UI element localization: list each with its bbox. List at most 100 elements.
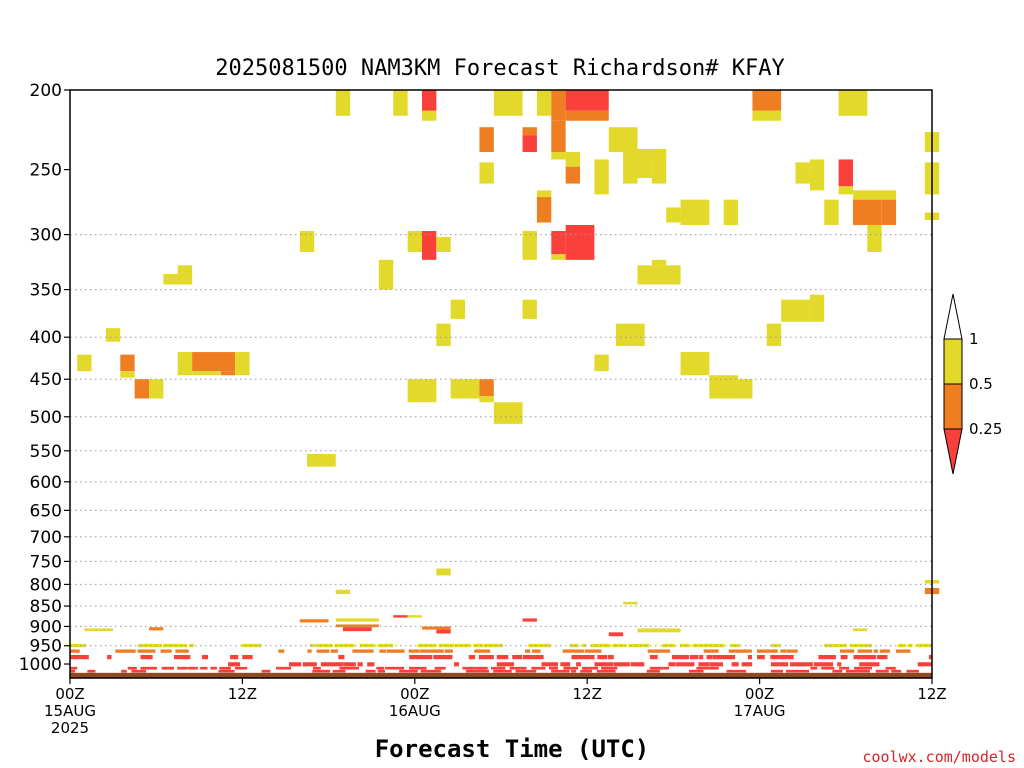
heatmap-cell bbox=[594, 662, 614, 667]
heatmap-cell bbox=[420, 649, 444, 653]
heatmap-cell bbox=[663, 666, 670, 670]
heatmap-cell bbox=[241, 643, 262, 648]
heatmap-cell bbox=[474, 649, 491, 653]
heatmap-cell bbox=[630, 662, 645, 667]
heatmap-cell bbox=[288, 662, 302, 667]
heatmap-cell bbox=[493, 90, 523, 116]
heatmap-cell bbox=[580, 669, 593, 673]
y-tick-label: 250 bbox=[30, 161, 62, 181]
heatmap-cell bbox=[608, 127, 638, 153]
heatmap-cell bbox=[228, 662, 241, 667]
heatmap-cell bbox=[786, 649, 798, 653]
heatmap-cell bbox=[838, 186, 853, 195]
heatmap-cell bbox=[407, 615, 422, 618]
heatmap-cell bbox=[312, 669, 331, 673]
heatmap-cell bbox=[230, 654, 239, 660]
heatmap-cell bbox=[137, 643, 162, 648]
heatmap-cell bbox=[420, 669, 442, 673]
y-tick-label: 650 bbox=[30, 501, 62, 521]
heatmap-cell bbox=[335, 90, 351, 116]
heatmap-cell bbox=[885, 666, 896, 670]
y-tick-label: 450 bbox=[30, 370, 62, 390]
heatmap-cell bbox=[192, 371, 221, 376]
heatmap-cell bbox=[560, 662, 571, 667]
heatmap-cell bbox=[483, 643, 503, 648]
heatmap-cell bbox=[338, 654, 345, 660]
heatmap-cell bbox=[120, 354, 135, 372]
heatmap-cell bbox=[393, 615, 408, 618]
heatmap-cell bbox=[352, 649, 374, 653]
heatmap-cell bbox=[479, 379, 494, 397]
heatmap-cell bbox=[77, 354, 92, 372]
heatmap-cell bbox=[770, 669, 784, 673]
y-tick-label: 750 bbox=[30, 552, 62, 572]
heatmap-cell bbox=[584, 649, 602, 653]
heatmap-cell bbox=[436, 629, 451, 634]
heatmap-cell bbox=[551, 669, 570, 673]
heatmap-cell bbox=[408, 666, 427, 670]
heatmap-cell bbox=[780, 649, 787, 653]
y-tick-label: 950 bbox=[30, 637, 62, 657]
heatmap-cell bbox=[647, 649, 671, 653]
surface-band bbox=[70, 672, 932, 678]
heatmap-cell bbox=[666, 207, 681, 223]
heatmap-cell bbox=[310, 643, 315, 648]
heatmap-cell bbox=[809, 294, 825, 322]
heatmap-cell bbox=[785, 669, 810, 673]
heatmap-cell bbox=[818, 654, 836, 660]
heatmap-cell bbox=[307, 454, 336, 467]
heatmap-cell bbox=[177, 352, 193, 376]
heatmap-cell bbox=[299, 231, 315, 253]
heatmap-cell bbox=[565, 110, 609, 121]
heatmap-cell bbox=[696, 666, 719, 670]
chart-title: 2025081500 NAM3KM Forecast Richardson# K… bbox=[215, 56, 785, 81]
heatmap-cell bbox=[703, 649, 719, 653]
heatmap-cell bbox=[668, 662, 676, 667]
heatmap-cell bbox=[752, 90, 782, 111]
heatmap-cell bbox=[928, 654, 932, 660]
heatmap-cell bbox=[278, 649, 285, 653]
plot-frame bbox=[69, 89, 933, 679]
heatmap-cell bbox=[473, 643, 484, 648]
heatmap-cell bbox=[906, 669, 919, 673]
heatmap-cell bbox=[359, 643, 375, 648]
heatmap-cell bbox=[895, 649, 911, 653]
heatmap-cell bbox=[916, 643, 932, 648]
heatmap-cell bbox=[726, 669, 747, 673]
heatmap-cell bbox=[692, 643, 712, 648]
heatmap-cell bbox=[731, 662, 739, 667]
colorbar-label: 0.25 bbox=[969, 420, 1002, 438]
heatmap-cell bbox=[852, 190, 897, 200]
heatmap-cell bbox=[491, 666, 506, 670]
heatmap-cell bbox=[676, 662, 695, 667]
heatmap-cell bbox=[747, 654, 753, 660]
heatmap-cell bbox=[649, 654, 658, 660]
heatmap-cell bbox=[541, 662, 559, 667]
heatmap-cell bbox=[853, 654, 877, 660]
heatmap-cell bbox=[436, 323, 451, 347]
heatmap-cell bbox=[377, 669, 385, 673]
heatmap-cell bbox=[436, 236, 451, 253]
colorbar-label: 1 bbox=[969, 330, 979, 348]
heatmap-cell bbox=[839, 666, 850, 670]
heatmap-cell bbox=[417, 643, 437, 648]
heatmap-cell bbox=[140, 666, 158, 670]
heatmap-cell bbox=[339, 666, 360, 670]
heatmap-cell bbox=[608, 632, 624, 637]
heatmap-cell bbox=[565, 152, 581, 167]
heatmap-cell bbox=[399, 669, 418, 673]
heatmap-cell bbox=[875, 669, 889, 673]
heatmap-cell bbox=[479, 396, 494, 403]
heatmap-cell bbox=[837, 662, 842, 667]
x-tick-label: 17AUG bbox=[734, 702, 786, 720]
heatmap-cell bbox=[393, 90, 408, 116]
heatmap-cell bbox=[853, 666, 873, 670]
heatmap-cell bbox=[220, 371, 236, 376]
heatmap-cell bbox=[867, 224, 882, 232]
heatmap-cell bbox=[235, 352, 250, 376]
heatmap-cell bbox=[522, 299, 537, 319]
y-tick-label: 550 bbox=[30, 442, 62, 462]
heatmap-cell bbox=[524, 649, 531, 653]
heatmap-cell bbox=[343, 662, 356, 667]
heatmap-cell bbox=[723, 199, 739, 225]
